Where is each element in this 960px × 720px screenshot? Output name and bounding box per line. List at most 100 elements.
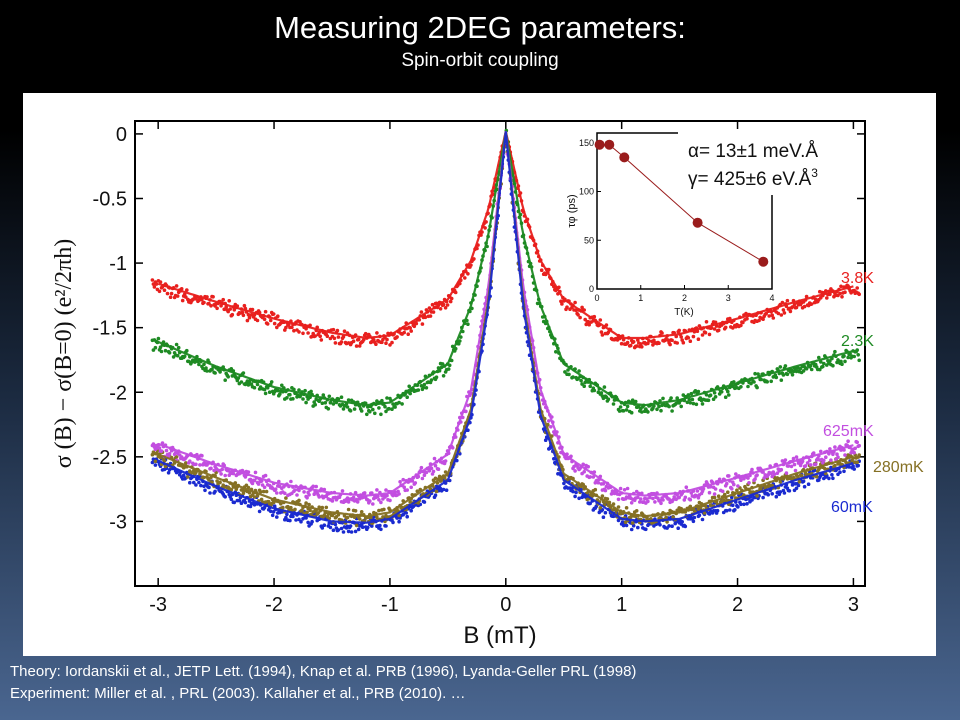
data-point [377,406,381,410]
data-point [232,308,237,312]
data-point [842,469,846,474]
data-point [562,481,566,486]
data-point [805,461,810,465]
data-point [351,339,356,343]
data-point [779,467,784,472]
data-point [798,463,803,468]
data-point [697,513,702,517]
data-point [855,286,859,290]
data-point [601,482,606,486]
data-point [391,402,395,406]
data-point [375,515,379,519]
data-point [838,291,842,296]
y-tick-label: -3 [109,511,127,533]
data-point [573,300,577,305]
data-point [309,512,313,517]
data-point [255,382,260,387]
data-point [617,409,622,413]
data-point [691,334,696,339]
data-point [256,482,261,486]
data-point [672,495,676,499]
data-point [572,464,576,469]
data-point [305,510,309,515]
inset-point [594,139,605,150]
data-point [362,491,367,495]
data-point [309,389,313,394]
data-point [405,488,410,492]
data-point [346,398,351,402]
data-point [717,477,722,482]
data-point [156,336,161,341]
data-point [770,492,774,496]
data-point [273,487,278,492]
data-point [715,508,720,513]
data-point [847,465,851,469]
data-point [742,476,746,481]
data-point [404,511,409,515]
data-point [680,520,684,524]
data-point [320,401,325,406]
data-point [203,488,207,493]
data-point [325,334,330,338]
data-point [603,510,608,515]
data-point [430,302,435,307]
data-point [345,515,350,520]
data-point [218,370,222,374]
data-point [408,500,413,504]
x-tick-label: -2 [265,594,283,616]
data-point [781,373,786,377]
data-point [592,314,597,319]
data-point [696,337,701,341]
data-point [809,367,814,372]
data-point [427,469,432,473]
data-point [263,473,268,478]
data-point [840,295,844,299]
data-point [153,463,158,467]
data-point [370,524,374,528]
series-labels: 3.8K 2.3K 625mK 280mK 60mK [823,270,924,516]
data-point [395,335,399,339]
x-axis-label: B (mT) [463,622,536,649]
data-point [297,388,301,392]
data-point [259,497,264,502]
data-point [340,489,345,493]
data-point [802,484,807,489]
data-point [661,396,665,401]
data-point [619,341,624,346]
data-point [371,502,375,506]
data-point [202,475,206,480]
data-point [365,412,369,417]
data-point [269,380,274,384]
data-point [652,404,656,408]
data-point [387,406,391,411]
data-point [731,503,735,508]
data-point [624,506,629,510]
data-point [655,407,659,412]
data-point [188,469,192,473]
data-point [400,402,404,406]
data-point [621,409,626,413]
x-tick-label: 2 [732,594,743,616]
data-point [420,322,425,326]
data-point [433,463,438,468]
data-point [379,500,383,505]
data-point [788,309,793,314]
data-point [271,312,276,316]
data-point [753,371,757,376]
data-point [263,309,268,314]
data-point [629,527,634,532]
data-point [152,285,157,289]
data-point [346,507,351,512]
data-point [317,505,322,510]
data-point [658,523,662,527]
data-point [720,489,725,494]
data-point [310,519,314,524]
data-point [385,337,389,342]
data-point [685,400,690,405]
data-point [186,475,190,479]
data-point [704,320,709,324]
data-point [695,489,700,493]
data-point [359,409,364,413]
data-point [402,485,407,490]
data-point [307,502,311,507]
